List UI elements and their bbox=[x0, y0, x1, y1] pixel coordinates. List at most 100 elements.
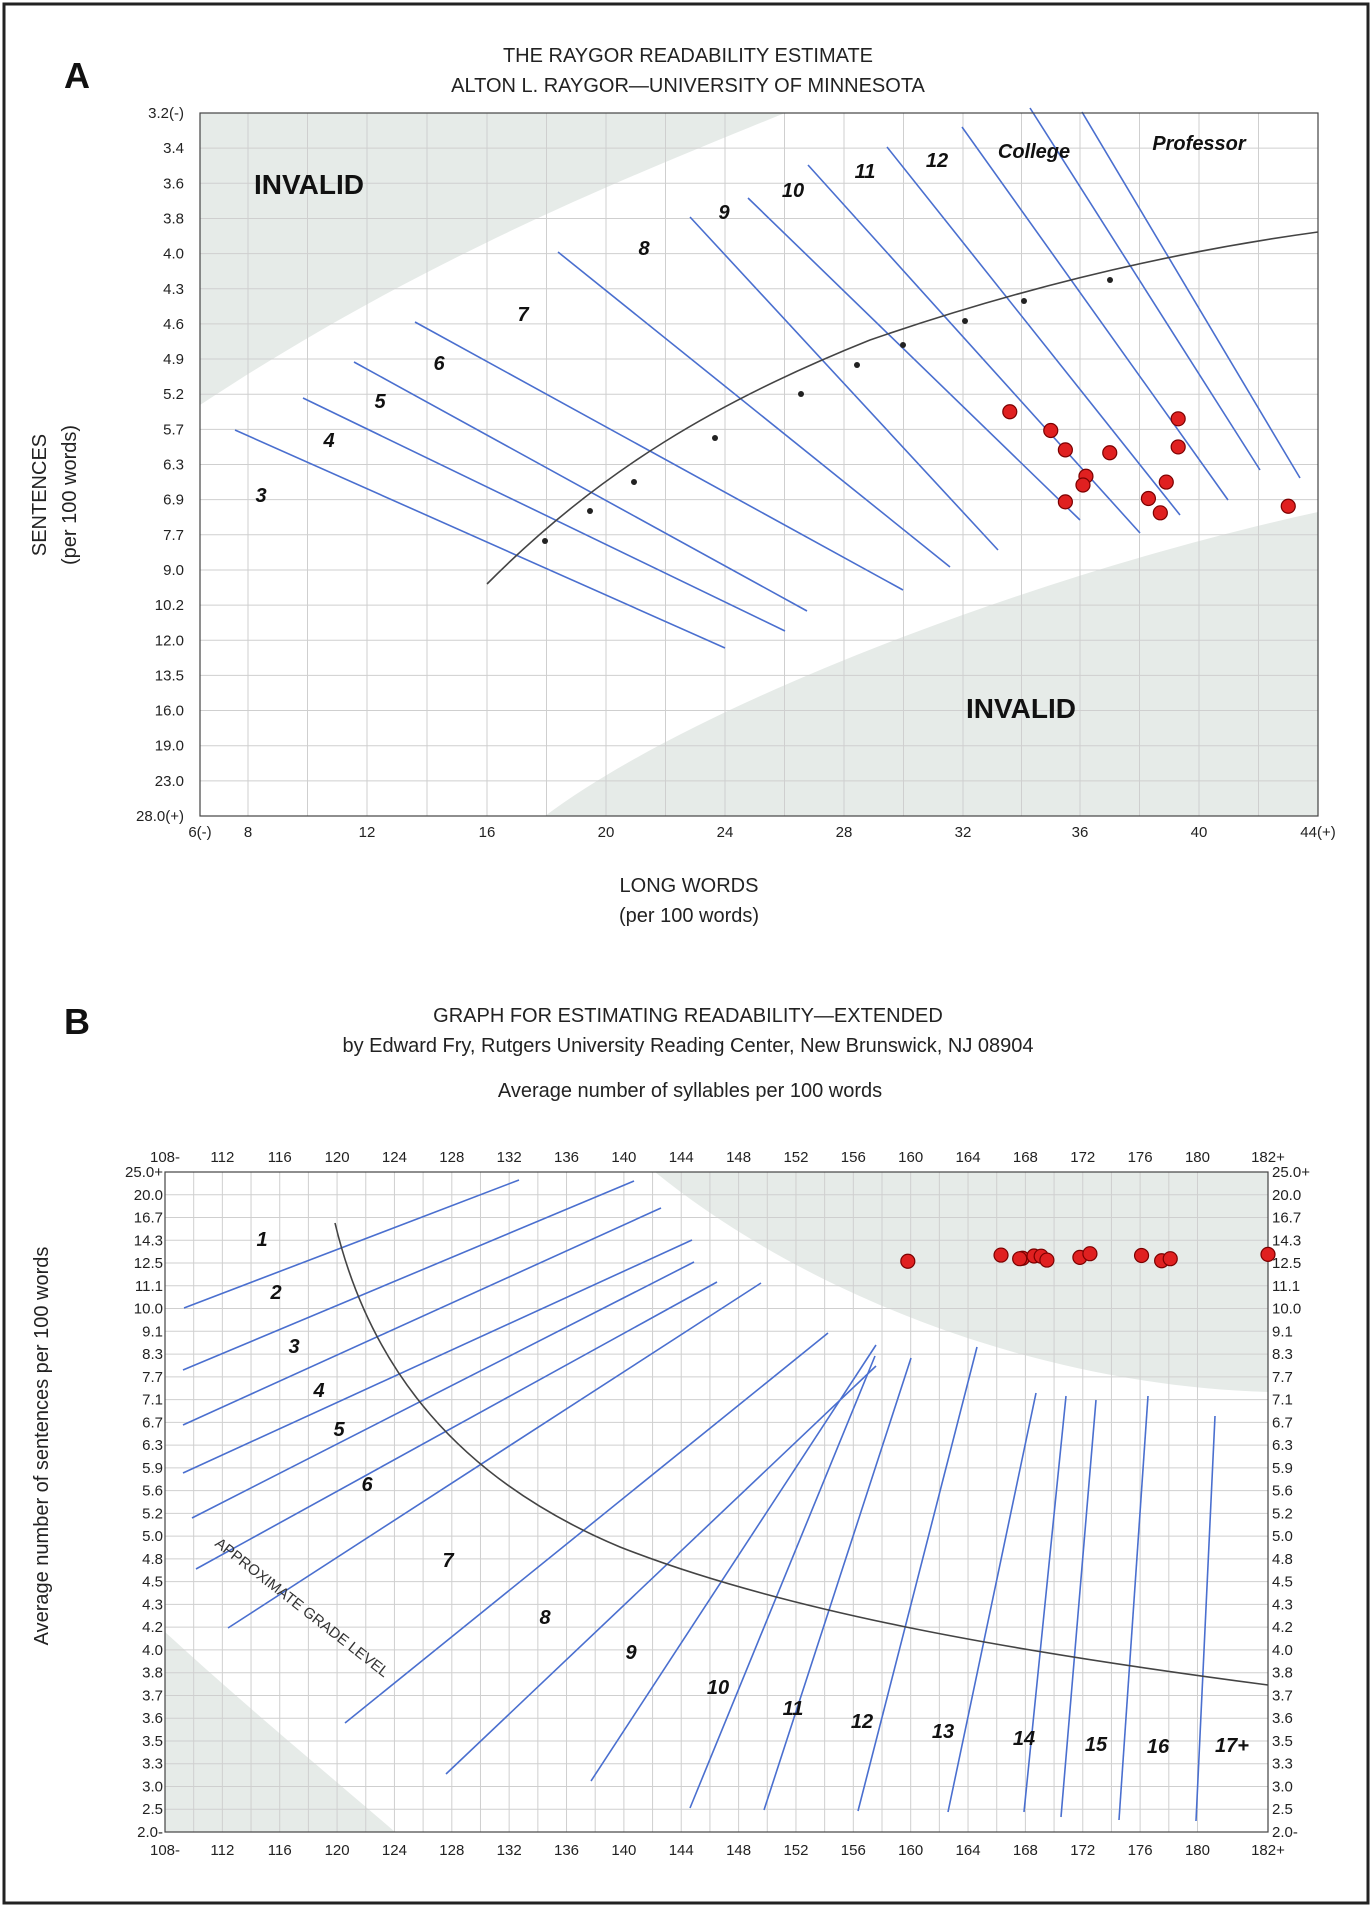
chart-a-plot-border bbox=[199, 112, 1319, 817]
chart-b-y-tick-label-left: 25.0+ bbox=[125, 1164, 163, 1181]
chart-a-data-point bbox=[1057, 442, 1073, 458]
chart-b-y-tick-label-left: 4.8 bbox=[142, 1551, 163, 1568]
chart-b-grade-label: 14 bbox=[1013, 1728, 1035, 1750]
chart-b-y-tick-label-left: 4.0 bbox=[142, 1642, 163, 1659]
chart-b-y-tick-label-right: 5.9 bbox=[1272, 1460, 1293, 1477]
chart-b-grade-label: 6 bbox=[361, 1474, 373, 1496]
chart-a-grade-label: 6 bbox=[433, 353, 445, 375]
chart-b-y-tick-label-left: 5.6 bbox=[142, 1483, 163, 1500]
chart-b-grade-label: 4 bbox=[312, 1380, 324, 1402]
chart-a-y-tick-label: 9.0 bbox=[163, 562, 184, 579]
chart-a-data-point bbox=[1158, 474, 1174, 490]
chart-b-x-tick-label-top: 160 bbox=[898, 1149, 923, 1166]
chart-b-grade-label: 8 bbox=[539, 1607, 551, 1629]
chart-a-grade-label: Professor bbox=[1152, 133, 1247, 155]
chart-b-title: GRAPH FOR ESTIMATING READABILITY—EXTENDE… bbox=[433, 1005, 943, 1027]
chart-b-y-tick-label-right: 7.1 bbox=[1272, 1392, 1293, 1409]
chart-a-y-tick-label: 12.0 bbox=[155, 632, 184, 649]
chart-b-y-tick-label-right: 5.6 bbox=[1272, 1483, 1293, 1500]
chart-b-y-tick-label-left: 7.1 bbox=[142, 1392, 163, 1409]
chart-b-y-tick-label-left: 6.3 bbox=[142, 1437, 163, 1454]
chart-a-x-tick-label: 44(+) bbox=[1300, 824, 1335, 841]
chart-b-data-point bbox=[1133, 1247, 1150, 1264]
chart-b-y-tick-label-left: 16.7 bbox=[134, 1210, 163, 1227]
chart-a-grade-line bbox=[1081, 111, 1301, 479]
chart-b-y-tick-label-right: 7.7 bbox=[1272, 1369, 1293, 1386]
chart-b-x-tick-label-bottom: 128 bbox=[439, 1842, 464, 1859]
chart-a-y-tick-label: 19.0 bbox=[155, 738, 184, 755]
chart-b-y-tick-label-right: 10.0 bbox=[1272, 1301, 1301, 1318]
chart-b-y-tick-label-left: 5.2 bbox=[142, 1505, 163, 1522]
chart-b-y-tick-label-left: 10.0 bbox=[134, 1301, 163, 1318]
chart-a-data-point bbox=[1043, 422, 1059, 439]
chart-b-y-tick-label-right: 14.3 bbox=[1272, 1232, 1301, 1249]
chart-a-y-tick-label: 28.0(+) bbox=[136, 808, 184, 825]
chart-b-x-tick-label-top: 112 bbox=[210, 1149, 234, 1166]
chart-b-y-tick-label-right: 8.3 bbox=[1272, 1346, 1293, 1363]
chart-a-x-tick-label: 16 bbox=[479, 824, 496, 841]
chart-b-y-tick-label-left: 2.0- bbox=[137, 1824, 163, 1841]
chart-a-xlabel: LONG WORDS bbox=[620, 875, 759, 897]
chart-b-data-point bbox=[1260, 1246, 1276, 1262]
chart-b-y-tick-label-right: 12.5 bbox=[1272, 1255, 1301, 1272]
chart-a-grade-label: 12 bbox=[926, 150, 948, 172]
chart-a-grade-label: 3 bbox=[255, 485, 266, 507]
chart-a-grade-line bbox=[557, 251, 951, 568]
chart-b-grade-label: 7 bbox=[442, 1550, 454, 1572]
chart-b-ylabel: Average number of sentences per 100 word… bbox=[31, 1247, 53, 1646]
chart-a-y-tick-label: 4.3 bbox=[163, 281, 184, 298]
chart-b-x-tick-label-top: 176 bbox=[1128, 1149, 1153, 1166]
chart-a-y-tick-label: 23.0 bbox=[155, 773, 184, 790]
chart-a-data-point bbox=[1140, 490, 1157, 507]
chart-b-grade-line bbox=[947, 1392, 1037, 1813]
chart-b-y-tick-label-right: 11.1 bbox=[1272, 1278, 1300, 1295]
chart-b-grade-label: 1 bbox=[256, 1229, 267, 1251]
chart-b-y-tick-label-right: 3.0 bbox=[1272, 1778, 1293, 1795]
chart-b-x-tick-label-bottom: 112 bbox=[210, 1842, 234, 1859]
panel-b-letter: B bbox=[64, 1001, 90, 1042]
chart-b-y-tick-label-left: 5.9 bbox=[142, 1460, 163, 1477]
chart-a-y-tick-label: 4.0 bbox=[163, 246, 184, 263]
chart-b-y-tick-label-left: 14.3 bbox=[134, 1232, 163, 1249]
chart-a-data-point bbox=[1102, 445, 1118, 461]
chart-b-y-tick-label-left: 7.7 bbox=[142, 1369, 163, 1386]
chart-b-data-point bbox=[1162, 1251, 1178, 1267]
chart-a-y-tick-label: 3.8 bbox=[163, 210, 184, 227]
chart-b-y-tick-label-left: 9.1 bbox=[142, 1323, 163, 1340]
chart-b-y-tick-label-left: 4.3 bbox=[142, 1596, 163, 1613]
chart-b-grade-line bbox=[182, 1207, 662, 1426]
chart-b-x-tick-label-bottom: 182+ bbox=[1251, 1842, 1285, 1859]
chart-b-invalid-region-top bbox=[655, 1172, 1268, 1392]
chart-b-grade-label: 12 bbox=[851, 1711, 873, 1733]
chart-a-grade-line bbox=[302, 397, 786, 632]
chart-b-y-tick-label-right: 25.0+ bbox=[1272, 1164, 1310, 1181]
chart-a-data-point bbox=[1170, 439, 1186, 455]
chart-a-y-tick-label: 7.7 bbox=[163, 527, 184, 544]
chart-b-grade-line bbox=[590, 1344, 877, 1782]
chart-a-y-tick-label: 6.9 bbox=[163, 492, 184, 509]
chart-b-subtitle: by Edward Fry, Rutgers University Readin… bbox=[342, 1035, 1033, 1057]
chart-b-x-tick-label-top: 120 bbox=[325, 1149, 350, 1166]
chart-b-grade-line bbox=[445, 1365, 877, 1775]
chart-b-y-tick-label-left: 3.0 bbox=[142, 1778, 163, 1795]
chart-a-x-tick-label: 12 bbox=[359, 824, 376, 841]
chart-a-grade-label: 5 bbox=[374, 391, 386, 413]
chart-a-curve-dot bbox=[900, 342, 906, 348]
chart-a-grade-line bbox=[414, 321, 904, 591]
chart-b-y-tick-label-right: 5.2 bbox=[1272, 1505, 1293, 1522]
chart-a-y-tick-label: 13.5 bbox=[155, 667, 184, 684]
chart-b-x-tick-label-top: 136 bbox=[554, 1149, 579, 1166]
chart-b-y-tick-label-right: 4.3 bbox=[1272, 1596, 1293, 1613]
chart-b-x-tick-label-top: 152 bbox=[783, 1149, 808, 1166]
chart-a-curve-dot bbox=[1021, 298, 1027, 304]
chart-a-curve-dot bbox=[712, 435, 718, 441]
chart-b-x-tick-label-bottom: 168 bbox=[1013, 1842, 1038, 1859]
chart-a-grade-line bbox=[1029, 107, 1261, 471]
chart-a-y-tick-label: 3.6 bbox=[163, 175, 184, 192]
chart-a-grade-line bbox=[886, 146, 1181, 516]
chart-b-y-tick-label-left: 4.5 bbox=[142, 1574, 163, 1591]
chart-a-y-tick-label: 4.9 bbox=[163, 351, 184, 368]
chart-a-data-point bbox=[1280, 498, 1296, 514]
